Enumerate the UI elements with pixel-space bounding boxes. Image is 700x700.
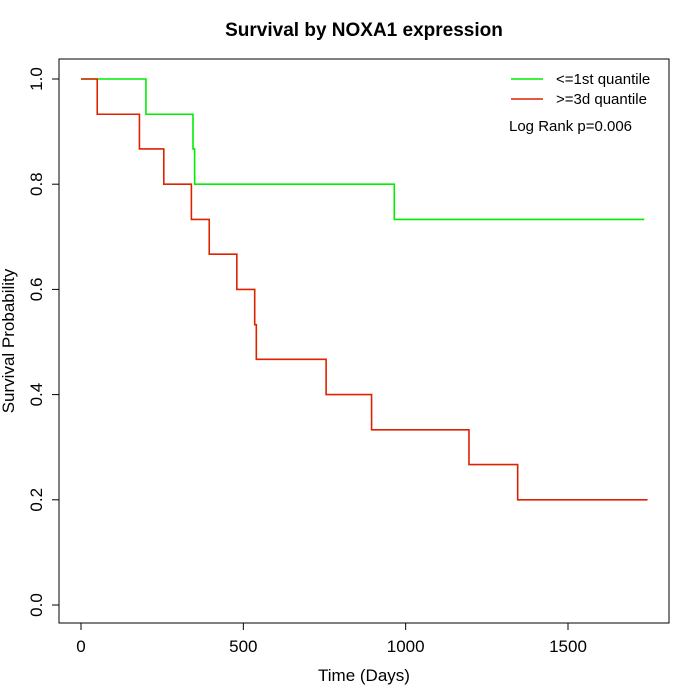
- y-tick-label: 0.0: [27, 593, 46, 617]
- x-axis: 0 500 1000 1500: [76, 622, 587, 656]
- series-line-0: [81, 78, 645, 221]
- legend: <=1st quantile >=3d quantile: [511, 71, 650, 108]
- y-tick-label: 0.4: [27, 383, 46, 407]
- series-layer: [81, 78, 648, 501]
- plot-frame: [58, 58, 670, 624]
- y-tick-label: 1.0: [27, 67, 46, 91]
- y-tick-label: 0.8: [27, 172, 46, 196]
- legend-label: <=1st quantile: [556, 71, 650, 88]
- y-axis-label: Survival Probability: [0, 268, 18, 413]
- x-tick-label: 500: [229, 637, 257, 656]
- x-tick-label: 1000: [387, 637, 425, 656]
- y-axis: 0.0 0.2 0.4 0.6 0.8 1.0: [27, 67, 60, 617]
- y-tick-label: 0.2: [27, 488, 46, 512]
- y-tick-label: 0.6: [27, 278, 46, 302]
- legend-label: >=3d quantile: [556, 91, 647, 108]
- log-rank-annotation: Log Rank p=0.006: [509, 118, 632, 135]
- x-tick-label: 1500: [549, 637, 587, 656]
- x-axis-label: Time (Days): [318, 666, 410, 685]
- x-tick-label: 0: [76, 637, 85, 656]
- chart-title: Survival by NOXA1 expression: [225, 20, 503, 41]
- series-line-1: [81, 78, 648, 501]
